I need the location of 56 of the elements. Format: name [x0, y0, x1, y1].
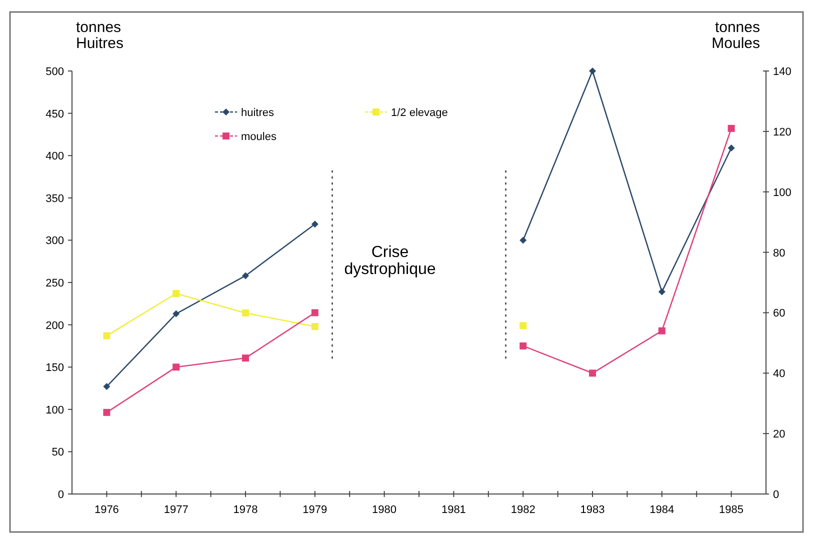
point — [589, 68, 596, 74]
point — [658, 327, 666, 334]
x-tick-label: 1976 — [94, 504, 119, 516]
y-tick-label: 250 — [46, 278, 64, 290]
y-tick-label: 400 — [46, 150, 64, 163]
point — [311, 309, 318, 316]
y2-tick-label: 120 — [773, 126, 792, 138]
point — [728, 124, 735, 132]
y-tick-label: 450 — [46, 108, 64, 120]
legend-label: huitres — [241, 107, 275, 119]
point — [520, 342, 527, 350]
point — [242, 354, 249, 362]
point — [172, 310, 180, 318]
y-tick-label: 50 — [52, 446, 64, 459]
y-tick-label: 100 — [46, 404, 64, 416]
point — [172, 364, 180, 371]
point — [103, 383, 110, 390]
point — [172, 290, 180, 297]
x-tick-label: 1984 — [650, 504, 674, 516]
x-tick-label: 1980 — [372, 504, 397, 516]
y2-tick-label: 0 — [773, 489, 780, 501]
point — [242, 272, 249, 280]
point — [520, 322, 527, 330]
point — [311, 322, 318, 330]
y-axis-title: tonnes Huitres — [76, 19, 124, 52]
x-tick-label: 1977 — [164, 504, 188, 516]
y-tick-label: 500 — [46, 66, 64, 78]
x-tick-label: 1981 — [441, 504, 466, 516]
y2-tick-label: 100 — [773, 186, 792, 199]
x-tick-label: 1979 — [302, 504, 328, 516]
y-tick-label: 350 — [46, 192, 64, 205]
x-tick-label: 1985 — [719, 504, 744, 516]
y-tick-label: 200 — [46, 320, 64, 332]
point — [728, 144, 735, 152]
y2-tick-label: 40 — [773, 368, 786, 380]
point — [103, 408, 110, 416]
point — [520, 236, 527, 244]
y2-tick-label: 80 — [773, 247, 786, 260]
point — [589, 370, 596, 377]
x-tick-label: 1978 — [233, 504, 258, 516]
point — [242, 309, 249, 316]
point — [658, 288, 666, 296]
point — [103, 332, 110, 340]
y-tick-label: 300 — [46, 235, 64, 248]
point — [311, 220, 318, 228]
annotation: Crise dystrophique — [344, 244, 436, 278]
y2-tick-label: 60 — [773, 308, 786, 320]
y2-tick-label: 20 — [773, 428, 786, 441]
y2-tick-label: 140 — [773, 66, 792, 78]
y-tick-label: 0 — [58, 489, 64, 501]
x-tick-label: 1982 — [510, 504, 536, 516]
y-tick-label: 150 — [46, 362, 64, 374]
legend-label: moules — [241, 131, 277, 143]
legend-label: 1/2 elevage — [391, 107, 448, 119]
y2-axis-title: tonnes Moules — [712, 19, 760, 52]
x-tick-label: 1983 — [580, 504, 605, 516]
